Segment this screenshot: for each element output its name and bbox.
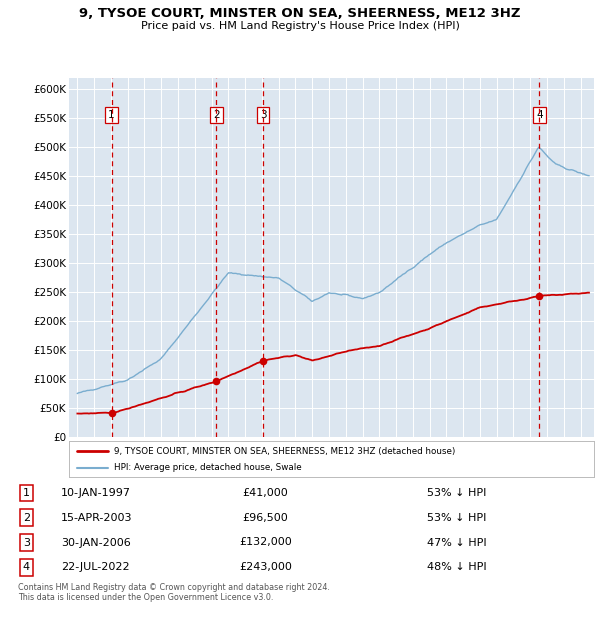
- Text: 10-JAN-1997: 10-JAN-1997: [61, 488, 131, 498]
- Text: £96,500: £96,500: [242, 513, 289, 523]
- Text: £41,000: £41,000: [242, 488, 289, 498]
- Text: 22-JUL-2022: 22-JUL-2022: [61, 562, 130, 572]
- Text: 3: 3: [23, 538, 30, 547]
- Text: 9, TYSOE COURT, MINSTER ON SEA, SHEERNESS, ME12 3HZ (detached house): 9, TYSOE COURT, MINSTER ON SEA, SHEERNES…: [113, 446, 455, 456]
- Text: 9, TYSOE COURT, MINSTER ON SEA, SHEERNESS, ME12 3HZ: 9, TYSOE COURT, MINSTER ON SEA, SHEERNES…: [79, 7, 521, 20]
- Text: 47% ↓ HPI: 47% ↓ HPI: [427, 538, 487, 547]
- Text: £243,000: £243,000: [239, 562, 292, 572]
- Text: 48% ↓ HPI: 48% ↓ HPI: [427, 562, 487, 572]
- Text: Contains HM Land Registry data © Crown copyright and database right 2024.
This d: Contains HM Land Registry data © Crown c…: [18, 583, 330, 602]
- Text: 53% ↓ HPI: 53% ↓ HPI: [427, 488, 486, 498]
- Text: £132,000: £132,000: [239, 538, 292, 547]
- Text: Price paid vs. HM Land Registry's House Price Index (HPI): Price paid vs. HM Land Registry's House …: [140, 21, 460, 31]
- Text: 1: 1: [108, 110, 115, 120]
- Text: 4: 4: [536, 110, 543, 120]
- Text: 53% ↓ HPI: 53% ↓ HPI: [427, 513, 486, 523]
- Text: 4: 4: [23, 562, 30, 572]
- Text: 15-APR-2003: 15-APR-2003: [61, 513, 133, 523]
- Text: HPI: Average price, detached house, Swale: HPI: Average price, detached house, Swal…: [113, 463, 301, 472]
- Text: 1: 1: [23, 488, 30, 498]
- Text: 3: 3: [260, 110, 266, 120]
- Text: 2: 2: [23, 513, 30, 523]
- Text: 30-JAN-2006: 30-JAN-2006: [61, 538, 131, 547]
- Text: 2: 2: [213, 110, 220, 120]
